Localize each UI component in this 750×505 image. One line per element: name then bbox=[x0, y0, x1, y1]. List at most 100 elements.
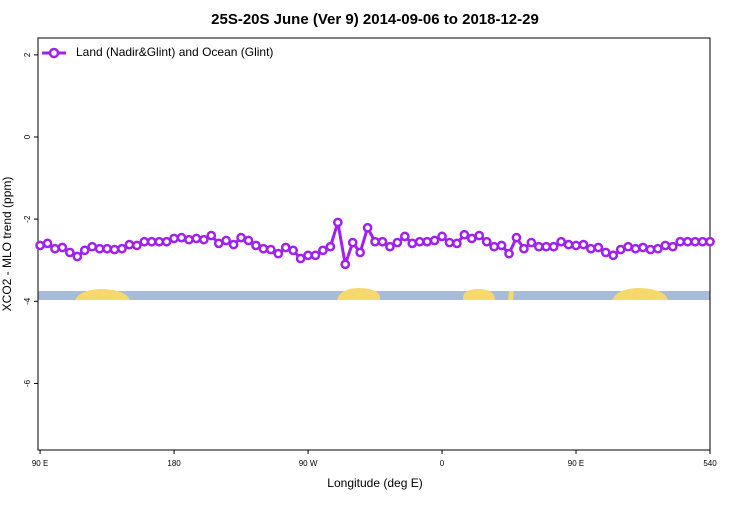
data-point bbox=[526, 237, 537, 248]
data-point bbox=[422, 236, 432, 247]
data-point bbox=[563, 239, 574, 250]
data-point bbox=[176, 232, 187, 243]
data-point bbox=[146, 236, 157, 247]
data-point bbox=[519, 243, 529, 254]
data-point bbox=[243, 235, 254, 246]
data-point bbox=[630, 243, 641, 254]
data-point bbox=[697, 236, 708, 247]
data-point bbox=[638, 242, 648, 253]
data-point bbox=[154, 236, 165, 247]
data-point bbox=[705, 236, 715, 247]
y-tick-label: 2 bbox=[23, 52, 32, 57]
data-point bbox=[511, 232, 522, 243]
data-point bbox=[139, 236, 150, 247]
x-tick-label: 90 W bbox=[299, 459, 318, 468]
data-point bbox=[571, 240, 581, 251]
x-tick-label: 90 E bbox=[32, 459, 48, 468]
data-point bbox=[608, 250, 619, 261]
data-point bbox=[258, 243, 269, 254]
data-point bbox=[653, 243, 663, 254]
data-point bbox=[280, 242, 291, 253]
data-point bbox=[79, 245, 90, 256]
data-point bbox=[131, 240, 142, 251]
data-point bbox=[429, 235, 440, 246]
legend-marker bbox=[48, 47, 60, 59]
data-point bbox=[347, 237, 358, 248]
y-tick-label: -2 bbox=[23, 215, 32, 223]
y-tick-label: -4 bbox=[23, 297, 32, 305]
data-point bbox=[675, 236, 686, 247]
data-point bbox=[169, 233, 179, 244]
y-tick-label: 0 bbox=[23, 134, 32, 139]
data-point bbox=[392, 237, 403, 248]
data-point bbox=[414, 236, 425, 247]
data-point bbox=[325, 241, 336, 252]
data-point bbox=[355, 247, 366, 258]
x-tick-label: 180 bbox=[167, 459, 181, 468]
data-point bbox=[191, 233, 202, 244]
data-point bbox=[303, 250, 313, 261]
data-point bbox=[504, 248, 514, 259]
data-point bbox=[332, 217, 343, 228]
data-point bbox=[593, 242, 604, 253]
data-point bbox=[228, 239, 239, 250]
data-point bbox=[184, 234, 194, 245]
data-point bbox=[660, 240, 671, 251]
data-point bbox=[94, 243, 105, 254]
data-point bbox=[645, 244, 656, 255]
data-point bbox=[444, 237, 455, 248]
data-point bbox=[310, 250, 321, 261]
data-point bbox=[42, 238, 53, 249]
data-point bbox=[533, 241, 544, 252]
data-point bbox=[556, 236, 566, 247]
x-tick-label: 540 bbox=[703, 459, 717, 468]
data-point bbox=[548, 241, 559, 252]
data-point bbox=[466, 233, 477, 244]
data-point bbox=[496, 240, 507, 251]
data-point bbox=[288, 245, 299, 256]
data-point bbox=[50, 243, 60, 254]
data-point bbox=[600, 247, 611, 258]
data-point bbox=[541, 241, 552, 252]
data-point bbox=[161, 236, 172, 247]
x-tick-label: 0 bbox=[440, 459, 445, 468]
data-point bbox=[35, 240, 45, 251]
data-point bbox=[251, 240, 261, 251]
data-point bbox=[667, 241, 678, 252]
data-point bbox=[385, 241, 395, 252]
data-point bbox=[57, 242, 68, 253]
data-point bbox=[437, 231, 447, 242]
data-point bbox=[459, 229, 470, 240]
data-point bbox=[102, 243, 112, 254]
data-point bbox=[377, 236, 388, 247]
legend: Land (Nadir&Glint) and Ocean (Glint) bbox=[42, 45, 273, 59]
data-point bbox=[452, 238, 462, 249]
y-tick-label: -6 bbox=[23, 379, 32, 387]
data-point bbox=[623, 241, 633, 252]
data-point bbox=[206, 230, 217, 241]
data-point bbox=[682, 236, 693, 247]
data-point bbox=[586, 243, 596, 254]
data-point bbox=[481, 236, 492, 247]
data-point bbox=[72, 251, 83, 262]
data-point bbox=[474, 230, 485, 241]
x-tick-label: 90 E bbox=[568, 459, 584, 468]
data-point bbox=[399, 231, 410, 242]
data-point bbox=[340, 259, 351, 270]
data-point bbox=[407, 238, 418, 249]
data-point bbox=[489, 241, 499, 252]
data-point bbox=[65, 247, 75, 258]
data-point bbox=[221, 235, 232, 246]
chart-title: 25S-20S June (Ver 9) 2014-09-06 to 2018-… bbox=[211, 11, 539, 28]
land-ocean-strip bbox=[38, 288, 710, 300]
data-point bbox=[124, 239, 135, 250]
data-point bbox=[318, 245, 328, 256]
data-point bbox=[578, 239, 589, 250]
data-point bbox=[236, 232, 246, 243]
legend-label: Land (Nadir&Glint) and Ocean (Glint) bbox=[76, 45, 273, 59]
data-point bbox=[198, 234, 209, 245]
data-point bbox=[117, 243, 127, 254]
data-point bbox=[295, 253, 306, 264]
data-point bbox=[370, 236, 380, 247]
